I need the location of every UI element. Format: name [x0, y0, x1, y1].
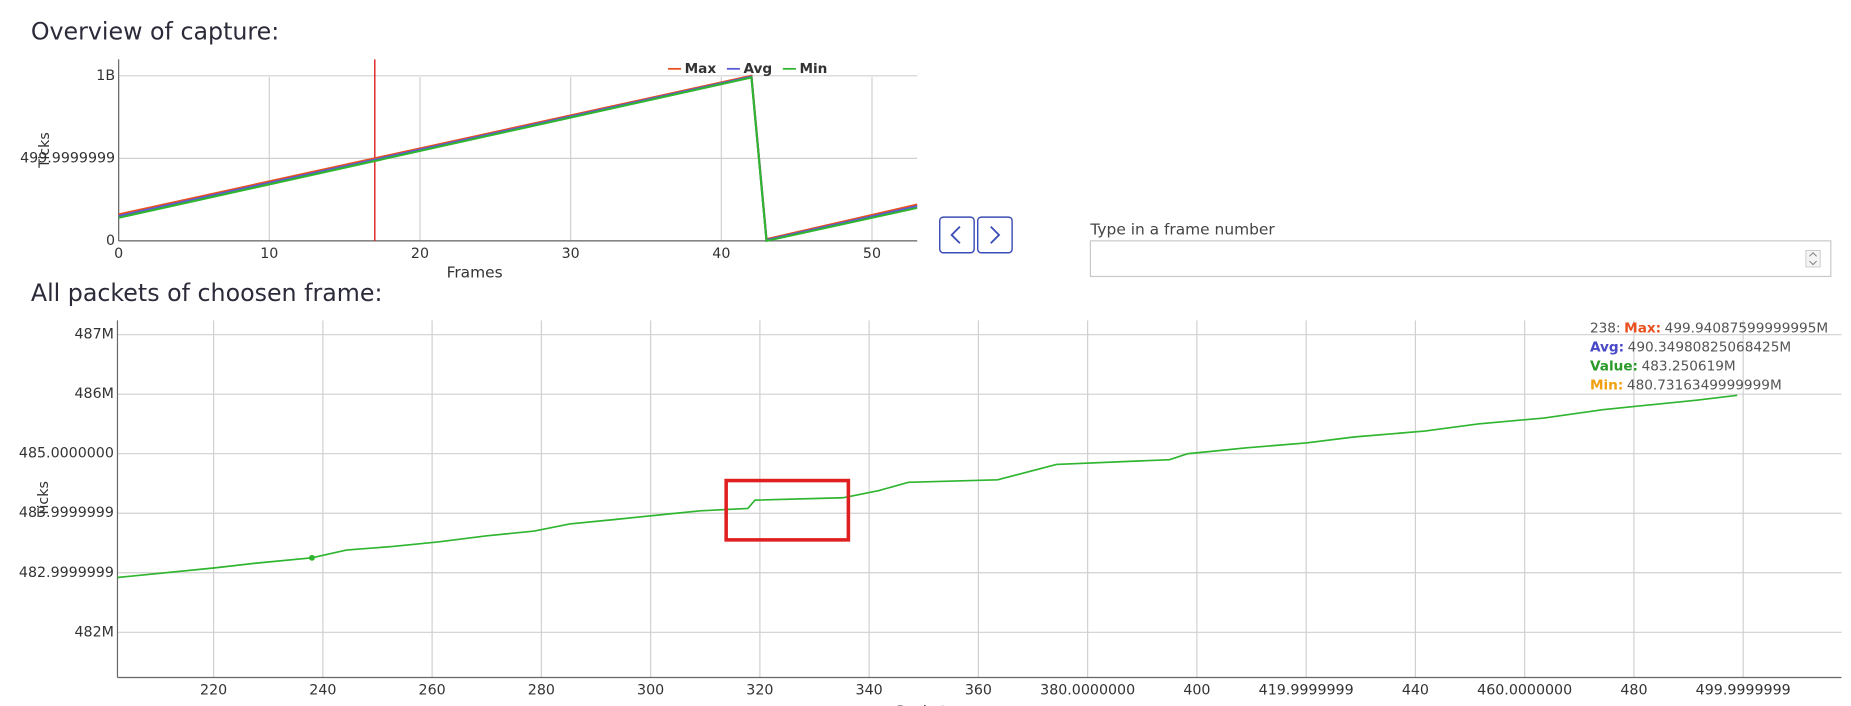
- x-tick-label: 220: [200, 683, 227, 699]
- next-button[interactable]: [976, 216, 1013, 254]
- y-tick-label: 1B: [96, 68, 115, 84]
- input-label: Type in a frame number: [1089, 221, 1275, 239]
- tooltip-row: Min: 480.7316349999999M: [1590, 378, 1782, 394]
- x-tick-label: 320: [746, 683, 773, 699]
- x-tick-label: 380.0000000: [1040, 683, 1135, 699]
- tooltip-value: 483.250619M: [1642, 359, 1736, 375]
- x-tick-label: 499.9999999: [1696, 683, 1791, 699]
- tooltip-label: Min:: [1590, 378, 1623, 394]
- x-tick-label: 260: [419, 683, 446, 699]
- x-tick-label: 480: [1620, 683, 1647, 699]
- x-tick-label: 400: [1183, 683, 1210, 699]
- y-tick-label: 482M: [74, 624, 113, 640]
- frame-input[interactable]: [1089, 240, 1832, 278]
- highlight-box: [724, 478, 851, 542]
- tooltip-row: Avg: 490.34980825068425M: [1590, 340, 1791, 356]
- button-frame[interactable]: [939, 216, 975, 254]
- x-tick-label: 300: [637, 683, 664, 699]
- y-tick-label: 487M: [74, 327, 113, 343]
- series-line: [117, 394, 1738, 579]
- tooltip-label: Avg:: [1590, 340, 1624, 356]
- legend-label: Min: [799, 61, 827, 77]
- hover-point: [308, 554, 315, 561]
- x-tick-label: 460.0000000: [1477, 683, 1572, 699]
- tooltip-value: 480.7316349999999M: [1627, 378, 1782, 394]
- y-tick-label: 482.9999999: [19, 565, 114, 581]
- button-frame[interactable]: [976, 216, 1013, 254]
- y-axis-label: Ticks: [37, 132, 53, 169]
- x-tick-label: 340: [856, 683, 883, 699]
- heading: All packets of choosen frame:: [31, 279, 383, 307]
- y-tick-label: 486M: [74, 386, 113, 402]
- spinner[interactable]: [1805, 250, 1821, 268]
- x-tick-label: 20: [411, 246, 429, 262]
- tooltip-title: 238:: [1590, 321, 1621, 337]
- tooltip-value: 499.94087599999995M: [1665, 321, 1828, 337]
- tooltip-label: Value:: [1590, 359, 1638, 375]
- legend-label: Max: [685, 61, 717, 77]
- tooltip-row: Value: 483.250619M: [1590, 359, 1736, 375]
- y-tick-label: 0: [106, 233, 115, 249]
- tooltip-value: 490.34980825068425M: [1628, 340, 1791, 356]
- y-tick-label: 499.9999999: [20, 150, 115, 166]
- x-tick-label: 0: [114, 246, 123, 262]
- tooltip-label: Max:: [1624, 321, 1661, 337]
- chevron-right: [990, 226, 1001, 244]
- y-tick-label: 485.0000000: [19, 446, 114, 462]
- spinner-arrows: [1809, 252, 1817, 266]
- x-tick-label: 30: [562, 246, 580, 262]
- x-tick-label: 440: [1402, 683, 1429, 699]
- x-axis-label: Packets: [896, 702, 954, 706]
- x-axis-label: Frames: [447, 263, 503, 281]
- tooltip-row: 238: Max: 499.94087599999995M: [1590, 321, 1828, 337]
- x-tick-label: 360: [965, 683, 992, 699]
- x-tick-label: 419.9999999: [1259, 683, 1354, 699]
- y-axis-label: Ticks: [36, 481, 52, 518]
- x-tick-label: 50: [863, 246, 881, 262]
- prev-button[interactable]: [939, 216, 975, 254]
- series-line: [118, 74, 918, 241]
- x-tick-label: 280: [528, 683, 555, 699]
- x-tick-label: 10: [260, 246, 278, 262]
- legend-label: Avg: [743, 61, 772, 77]
- x-tick-label: 40: [712, 246, 730, 262]
- chevron-left: [950, 226, 961, 244]
- y-tick-label: 483.9999999: [19, 505, 114, 521]
- heading: Overview of capture:: [31, 18, 279, 46]
- x-tick-label: 240: [309, 683, 336, 699]
- series-line: [118, 76, 918, 243]
